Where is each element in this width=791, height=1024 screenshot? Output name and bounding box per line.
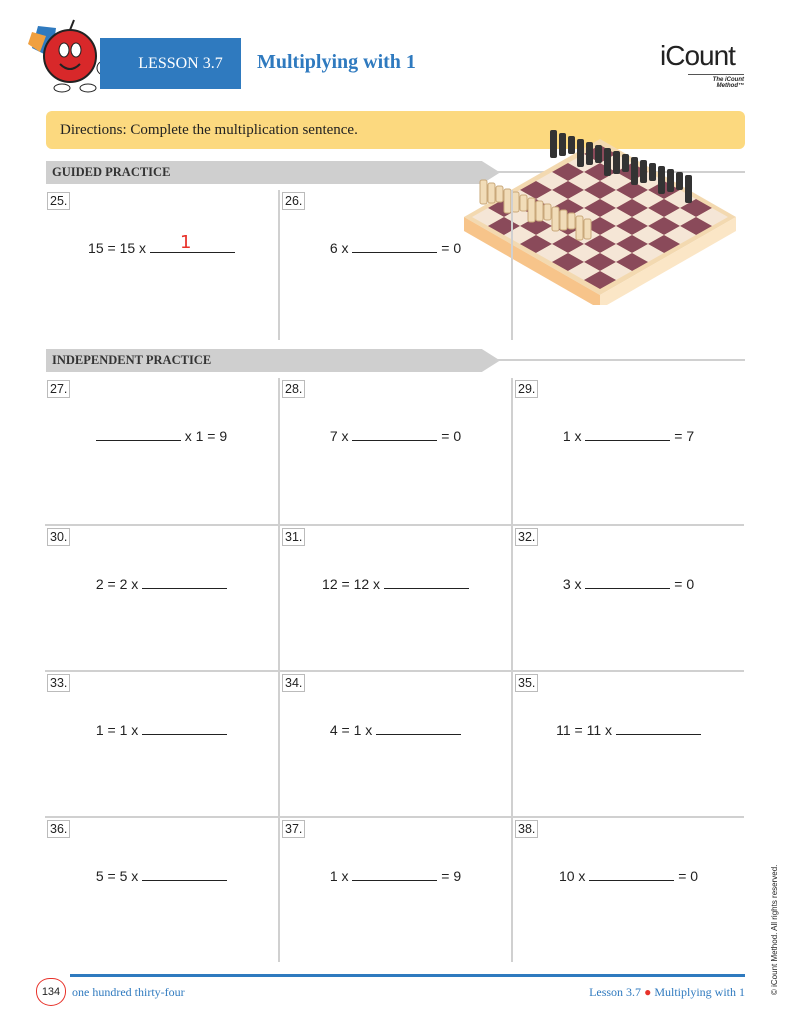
answer-blank[interactable] xyxy=(95,428,181,441)
equation-left: 1 x xyxy=(562,428,582,444)
guided-practice-header: GUIDED PRACTICE xyxy=(46,161,500,184)
equation: x 1 = 9 xyxy=(45,428,278,444)
bullet-icon: ● xyxy=(644,985,652,999)
equation-left: 15 = 15 x xyxy=(88,240,147,256)
equation-right: x 1 = 9 xyxy=(184,428,228,444)
problem-cell: 36. 5 = 5 x xyxy=(45,816,278,962)
answer-blank[interactable] xyxy=(142,576,228,589)
problem-number: 35. xyxy=(515,674,539,692)
problem-cell: 38. 10 x = 0 xyxy=(511,816,744,962)
problem-cell: 31. 12 = 12 x xyxy=(278,524,511,670)
answer-blank[interactable] xyxy=(352,240,438,253)
problem-cell: 28. 7 x = 0 xyxy=(278,378,511,524)
equation-right: = 0 xyxy=(674,576,695,592)
answer-blank[interactable] xyxy=(585,576,671,589)
equation-left: 11 = 11 x xyxy=(556,722,613,738)
equation-right: = 0 xyxy=(441,428,462,444)
equation-left: 7 x xyxy=(329,428,349,444)
answer-blank[interactable]: 1 xyxy=(149,232,235,253)
problem-cell: 30. 2 = 2 x xyxy=(45,524,278,670)
problem-cell: 29. 1 x = 7 xyxy=(511,378,744,524)
equation-left: 3 x xyxy=(562,576,582,592)
equation: 15 = 15 x 1 xyxy=(45,232,278,256)
answer-blank[interactable] xyxy=(383,576,469,589)
answer-blank[interactable] xyxy=(376,722,462,735)
directions-banner: Directions: Complete the multiplication … xyxy=(46,111,745,149)
page-number: 134 xyxy=(36,978,66,1006)
answer-blank[interactable] xyxy=(589,868,675,881)
equation: 3 x = 0 xyxy=(513,576,744,592)
equation: 1 = 1 x xyxy=(45,722,278,738)
equation: 12 = 12 x xyxy=(280,576,511,592)
icount-logo: iCount xyxy=(660,40,736,71)
problem-number: 28. xyxy=(282,380,306,398)
problem-number: 36. xyxy=(47,820,71,838)
equation-right: = 9 xyxy=(441,868,462,884)
equation: 4 = 1 x xyxy=(280,722,511,738)
footer-divider xyxy=(70,974,745,977)
page-title: Multiplying with 1 xyxy=(257,51,416,73)
equation-left: 2 = 2 x xyxy=(95,576,139,592)
lesson-badge: LESSON 3.7 xyxy=(100,38,241,89)
problem-cell: 34. 4 = 1 x xyxy=(278,670,511,816)
problem-number: 37. xyxy=(282,820,306,838)
equation: 10 x = 0 xyxy=(513,868,744,884)
answer-blank[interactable] xyxy=(142,722,228,735)
equation: 5 = 5 x xyxy=(45,868,278,884)
problem-number: 32. xyxy=(515,528,539,546)
page-number-words: one hundred thirty-four xyxy=(72,985,185,999)
problem-cell: 35. 11 = 11 x xyxy=(511,670,744,816)
answer-blank[interactable] xyxy=(585,428,671,441)
handwritten-answer: 1 xyxy=(179,232,192,253)
problem-cell: 27. x 1 = 9 xyxy=(45,378,278,524)
divider xyxy=(511,190,513,340)
problem-cell: 32. 3 x = 0 xyxy=(511,524,744,670)
equation: 2 = 2 x xyxy=(45,576,278,592)
footer-lesson: Lesson 3.7 ● Multiplying with 1 xyxy=(589,985,745,1000)
problem-number: 30. xyxy=(47,528,71,546)
answer-blank[interactable] xyxy=(352,868,438,881)
problem-number: 34. xyxy=(282,674,306,692)
problem-number: 38. xyxy=(515,820,539,838)
copyright: © iCount Method. All rights reserved. xyxy=(770,864,779,995)
equation-left: 12 = 12 x xyxy=(322,576,381,592)
divider xyxy=(495,359,745,361)
equation-left: 4 = 1 x xyxy=(329,722,373,738)
equation-right: = 7 xyxy=(674,428,695,444)
problem-cell: 33. 1 = 1 x xyxy=(45,670,278,816)
problem-number: 29. xyxy=(515,380,539,398)
problem-cell: 26. 6 x = 0 xyxy=(278,190,511,340)
footer-lesson-title: Multiplying with 1 xyxy=(654,985,745,999)
problem-number: 26. xyxy=(282,192,306,210)
problem-number: 33. xyxy=(47,674,71,692)
answer-blank[interactable] xyxy=(352,428,438,441)
equation-left: 1 = 1 x xyxy=(95,722,139,738)
equation: 6 x = 0 xyxy=(280,240,511,256)
equation: 7 x = 0 xyxy=(280,428,511,444)
problem-cell: 25. 15 = 15 x 1 xyxy=(45,190,278,340)
equation-left: 1 x xyxy=(329,868,349,884)
problem-number: 31. xyxy=(282,528,306,546)
answer-blank[interactable] xyxy=(142,868,228,881)
chessboard-image xyxy=(464,130,736,305)
answer-blank[interactable] xyxy=(615,722,701,735)
equation-left: 10 x xyxy=(558,868,586,884)
equation-left: 6 x xyxy=(329,240,349,256)
equation-right: = 0 xyxy=(678,868,699,884)
equation-right: = 0 xyxy=(441,240,462,256)
equation: 1 x = 7 xyxy=(513,428,744,444)
footer-lesson-number: Lesson 3.7 xyxy=(589,985,642,999)
problem-number: 27. xyxy=(47,380,71,398)
independent-practice-header: INDEPENDENT PRACTICE xyxy=(46,349,500,372)
problem-number: 25. xyxy=(47,192,71,210)
logo-tagline: The iCount Method™ xyxy=(688,74,744,89)
problem-cell: 37. 1 x = 9 xyxy=(278,816,511,962)
equation-left: 5 = 5 x xyxy=(95,868,139,884)
equation: 11 = 11 x xyxy=(513,722,744,738)
equation: 1 x = 9 xyxy=(280,868,511,884)
